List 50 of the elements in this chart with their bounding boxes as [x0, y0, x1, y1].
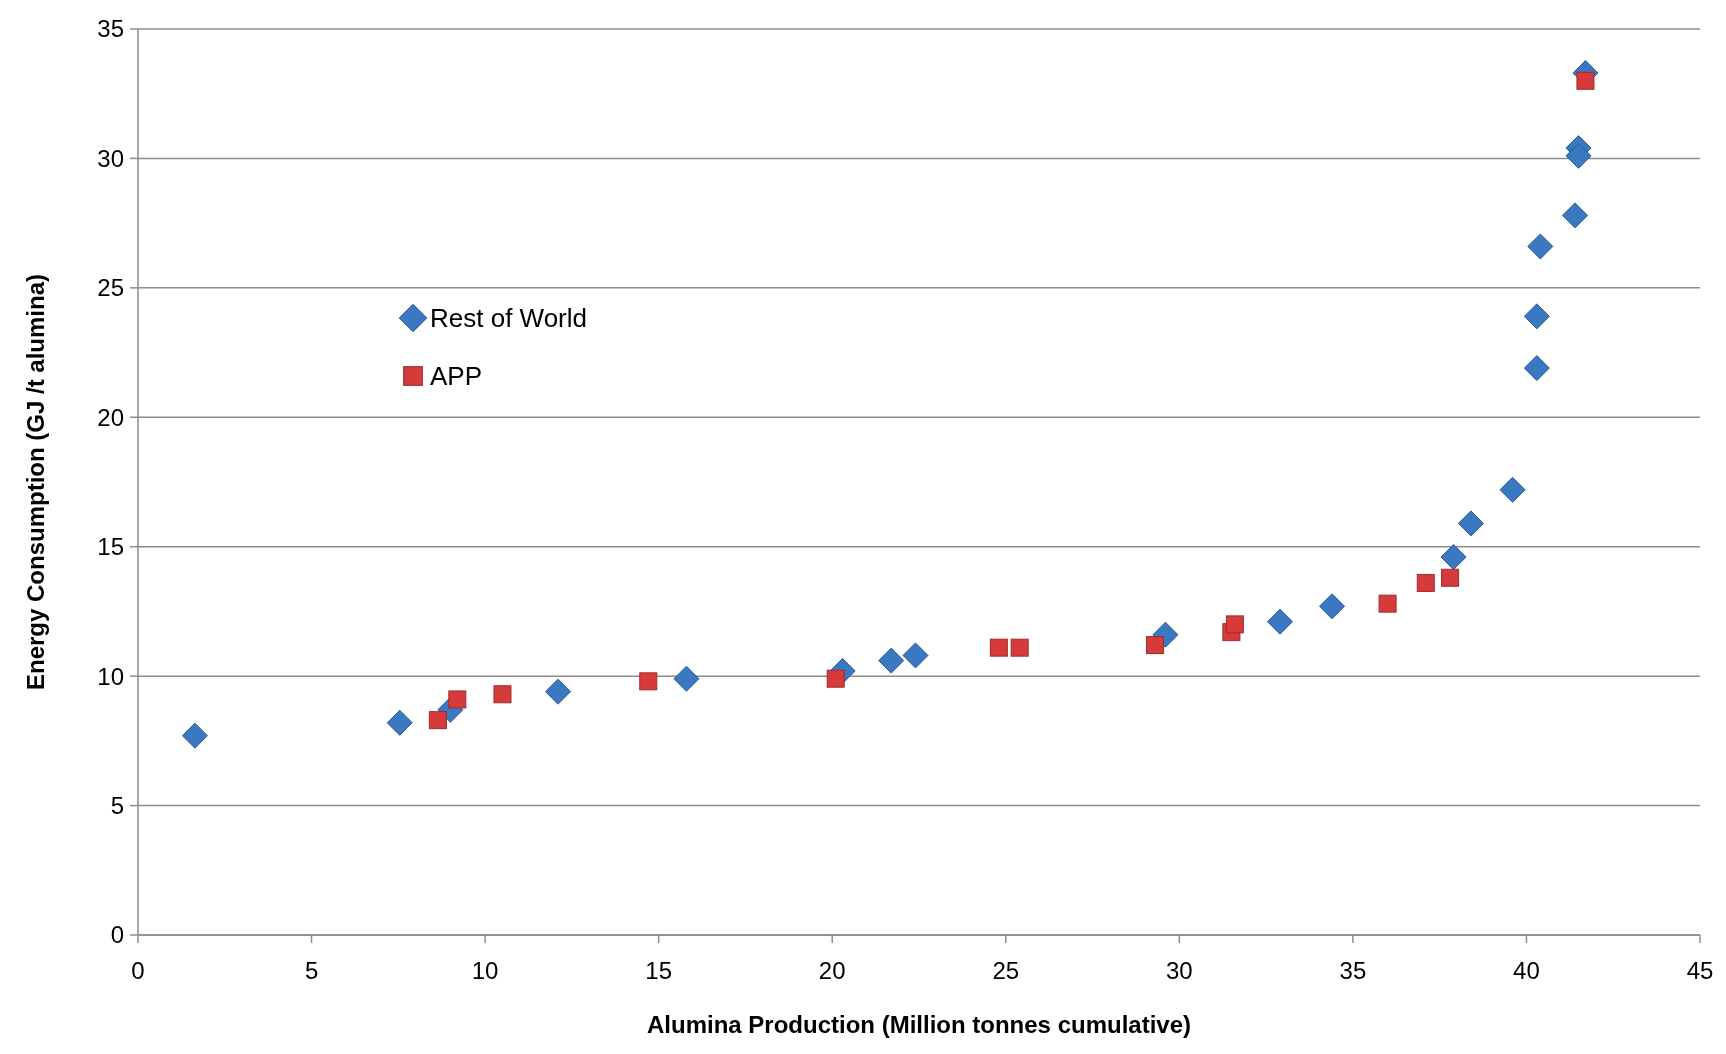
x-tick-label: 10 [471, 957, 499, 984]
y-tick-label: 20 [97, 403, 124, 431]
x-tick-label: 5 [304, 957, 319, 984]
x-tick-label: 0 [131, 957, 145, 984]
y-tick-label: 25 [97, 274, 124, 302]
point [1441, 568, 1460, 587]
x-tick-label: 35 [1339, 957, 1367, 984]
point [545, 678, 571, 705]
x-tick-label: 40 [1513, 957, 1540, 984]
x-tick-label: 25 [992, 957, 1020, 984]
point [1225, 615, 1244, 634]
x-axis-title: Alumina Production (Million tonnes cumulative) [646, 1011, 1192, 1038]
point [1576, 71, 1595, 90]
point [1565, 142, 1592, 169]
x-tick-label: 15 [645, 957, 673, 984]
point [1523, 355, 1550, 382]
point [181, 722, 208, 749]
point [386, 709, 413, 736]
point [1440, 544, 1467, 571]
point [1378, 594, 1397, 613]
point [493, 685, 512, 704]
legend-label: APP [430, 361, 483, 392]
point [878, 647, 905, 674]
point [1499, 476, 1526, 503]
point [1562, 202, 1589, 229]
point [428, 711, 447, 730]
x-tick-label: 30 [1165, 957, 1193, 984]
point [1010, 638, 1029, 657]
point [989, 638, 1008, 657]
point [1319, 593, 1346, 620]
point [1457, 510, 1484, 537]
point [448, 690, 467, 709]
point [902, 642, 929, 669]
y-tick-label: 15 [97, 533, 124, 561]
point [1267, 608, 1293, 635]
x-tick-label: 20 [818, 957, 846, 984]
y-tick-label: 0 [110, 921, 124, 949]
point [639, 672, 658, 691]
point [673, 665, 700, 692]
point [1527, 233, 1554, 260]
point [1146, 636, 1165, 655]
x-tick-label: 45 [1686, 957, 1714, 984]
point [1416, 573, 1435, 592]
y-tick-label: 5 [110, 791, 124, 819]
y-axis-title: Energy Consumption (GJ /t alumina) [22, 273, 49, 691]
y-tick-label: 10 [97, 662, 124, 690]
point [1523, 303, 1550, 330]
y-tick-label: 30 [97, 144, 124, 172]
y-tick-label: 35 [97, 15, 124, 43]
legend-label: Rest of World [430, 303, 588, 334]
